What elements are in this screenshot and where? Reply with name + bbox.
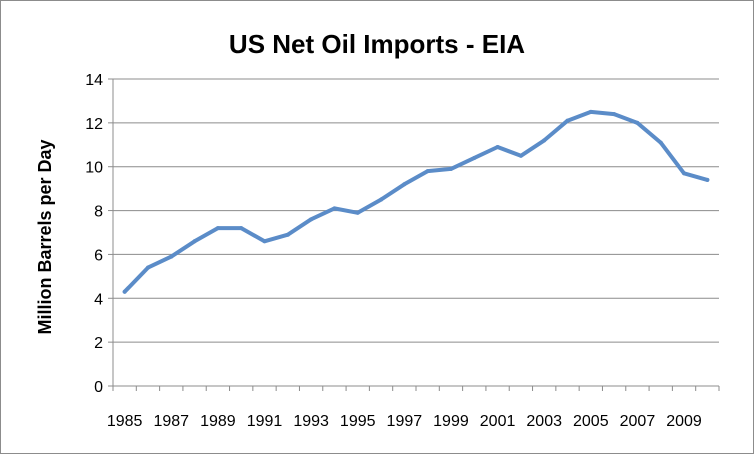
- data-point: [379, 197, 384, 202]
- data-point: [495, 144, 500, 149]
- series-layer: [122, 109, 710, 294]
- series-line: [122, 109, 710, 294]
- y-tick-label: 10: [85, 160, 103, 177]
- x-tick-label: 2007: [620, 413, 656, 430]
- x-tick-label: 1987: [153, 413, 189, 430]
- data-point: [355, 210, 360, 215]
- data-point: [402, 182, 407, 187]
- axes: [108, 78, 720, 391]
- data-point: [122, 289, 127, 294]
- data-point: [565, 118, 570, 123]
- y-tick-label: 8: [94, 204, 103, 221]
- x-tick-label: 2009: [666, 413, 702, 430]
- data-point: [658, 140, 663, 145]
- data-point: [612, 112, 617, 117]
- y-tick-label: 12: [85, 116, 103, 133]
- x-tick-label: 2001: [480, 413, 516, 430]
- y-tick-label: 4: [94, 291, 103, 308]
- x-tick-label: 1991: [247, 413, 283, 430]
- data-point: [145, 265, 150, 270]
- chart-title: US Net Oil Imports - EIA: [229, 29, 525, 59]
- data-point: [285, 232, 290, 237]
- data-point: [542, 138, 547, 143]
- x-tick-label: 2005: [573, 413, 609, 430]
- y-tick-label: 0: [94, 379, 103, 396]
- x-tick-label: 2003: [526, 413, 562, 430]
- data-point: [705, 177, 710, 182]
- data-point: [425, 169, 430, 174]
- x-tick-label: 1985: [107, 413, 143, 430]
- data-point: [682, 171, 687, 176]
- data-point: [309, 217, 314, 222]
- x-tick-label: 1997: [387, 413, 423, 430]
- data-point: [518, 153, 523, 158]
- data-point: [588, 109, 593, 114]
- data-point: [262, 239, 267, 244]
- y-tick-label: 14: [85, 72, 103, 89]
- data-point: [635, 120, 640, 125]
- y-tick-label: 2: [94, 335, 103, 352]
- data-point: [472, 155, 477, 160]
- x-tick-label: 1993: [293, 413, 329, 430]
- x-tick-label: 1999: [433, 413, 469, 430]
- data-point: [169, 254, 174, 259]
- data-point: [215, 226, 220, 231]
- data-point: [332, 206, 337, 211]
- data-point: [448, 166, 453, 171]
- data-point: [239, 226, 244, 231]
- gridlines: [113, 78, 719, 343]
- data-point: [192, 239, 197, 244]
- y-tick-label: 6: [94, 247, 103, 264]
- y-axis-label: Million Barrels per Day: [35, 139, 55, 334]
- x-tick-labels: 1985 1987 1989 1991 1993 1995 1997 1999 2001 2003…: [107, 413, 702, 430]
- x-tick-label: 1989: [200, 413, 236, 430]
- x-tick-label: 1995: [340, 413, 376, 430]
- y-tick-labels: 0 2 4 6 8 10 12 14: [85, 72, 103, 396]
